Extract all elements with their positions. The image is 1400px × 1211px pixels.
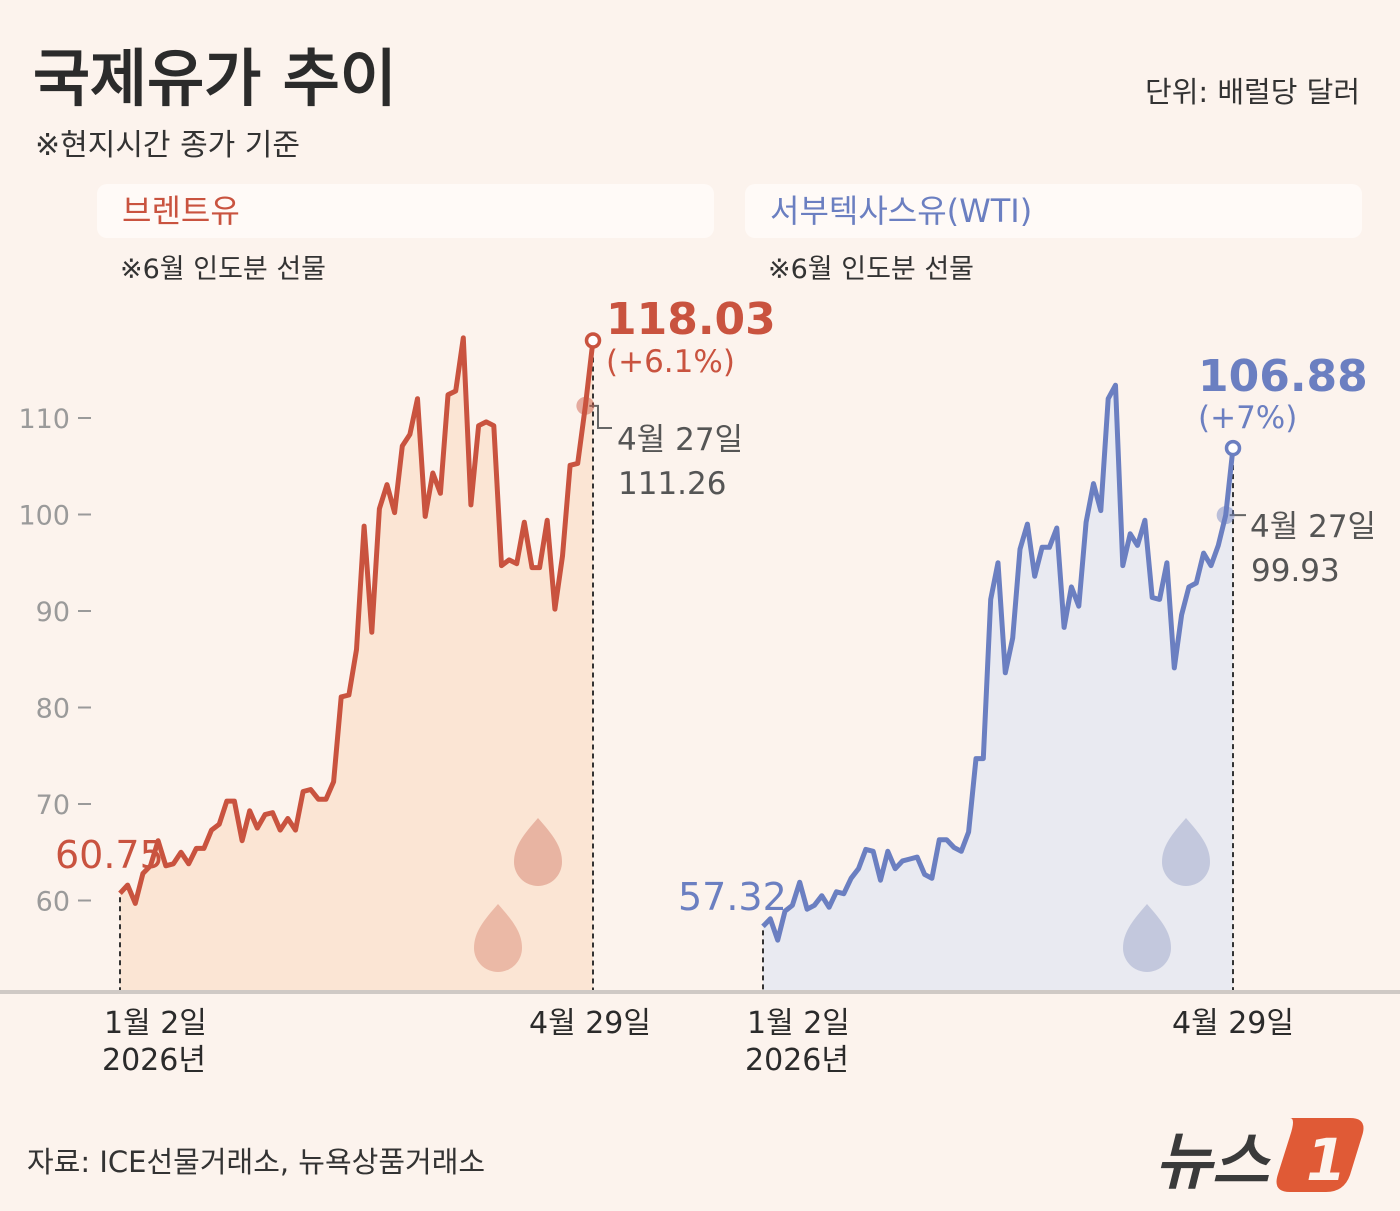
apr27-marker — [576, 396, 595, 415]
area-fill — [763, 385, 1233, 990]
wti-x-start-year: 2026년 — [745, 1043, 849, 1078]
y-tick-label: 110 — [18, 404, 70, 435]
y-tick-label: 60 — [36, 887, 70, 918]
oil-drop-icon — [474, 904, 522, 972]
wti-marker-date: 4월 27일 — [1250, 509, 1376, 545]
marker-connector — [589, 404, 612, 429]
wti-x-end-label: 4월 29일 — [1172, 1006, 1294, 1041]
news1-logo: 뉴스 1 — [1155, 1118, 1364, 1198]
brent-note: ※6월 인도분 선물 — [120, 254, 326, 285]
wti-end-change: (+7%) — [1198, 400, 1297, 436]
wti-note: ※6월 인도분 선물 — [768, 254, 974, 285]
wti-end-value: 106.88 — [1198, 351, 1368, 402]
y-axis: 110 100 90 80 70 60 — [18, 404, 91, 918]
brent-x-end-label: 4월 29일 — [529, 1006, 651, 1041]
wti-chart — [761, 382, 1246, 990]
wti-x-start-label: 1월 2일 — [747, 1006, 850, 1041]
brent-x-start-year: 2026년 — [102, 1043, 206, 1078]
brent-end-change: (+6.1%) — [606, 344, 735, 380]
y-tick-label: 90 — [36, 597, 70, 628]
end-point-marker — [584, 332, 602, 349]
end-point-marker — [1224, 439, 1242, 457]
brent-end-value: 118.03 — [606, 294, 776, 345]
wti-marker-value: 99.93 — [1251, 553, 1340, 589]
unit-label: 단위: 배럴당 달러 — [1145, 75, 1360, 109]
source-note: 자료: ICE선물거래소, 뉴욕상품거래소 — [27, 1145, 485, 1179]
brent-x-start-label: 1월 2일 — [104, 1006, 207, 1041]
svg-text:뉴스: 뉴스 — [1155, 1125, 1271, 1198]
wti-start-value: 57.32 — [678, 875, 787, 919]
brent-chart — [118, 332, 612, 990]
brent-marker-date: 4월 27일 — [617, 422, 743, 458]
oil-drop-icon — [514, 818, 562, 886]
y-tick-label: 80 — [36, 694, 70, 725]
y-tick-label: 100 — [18, 501, 70, 532]
oil-drop-icon — [1162, 818, 1210, 886]
page-subtitle: ※현지시간 종가 기준 — [35, 128, 300, 163]
oil-drop-icon — [1123, 904, 1171, 972]
y-tick-label: 70 — [36, 790, 70, 821]
page-title: 국제유가 추이 — [33, 42, 397, 115]
wti-title: 서부텍사스유(WTI) — [770, 192, 1032, 230]
brent-header-pill — [97, 184, 714, 238]
svg-text:1: 1 — [1306, 1126, 1346, 1194]
brent-title: 브렌트유 — [122, 192, 240, 230]
brent-start-value: 60.75 — [55, 833, 164, 877]
apr27-marker — [1216, 506, 1235, 525]
wti-header-pill — [745, 184, 1362, 238]
logo-mark — [1276, 1118, 1364, 1192]
brent-marker-value: 111.26 — [618, 466, 726, 502]
